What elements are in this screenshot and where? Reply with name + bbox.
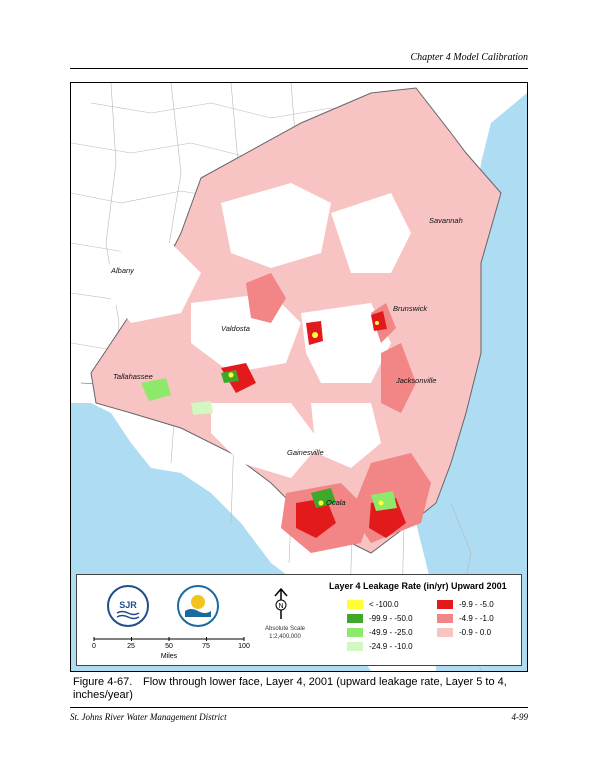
footer-organization: St. Johns River Water Management Distric… [70, 712, 227, 722]
legend-swatch [347, 627, 363, 637]
legend-label: -24.9 - -10.0 [369, 641, 413, 651]
legend-swatch [437, 613, 453, 623]
figure-caption: Figure 4-67. Flow through lower face, Lay… [73, 676, 528, 702]
city-label: Brunswick [393, 304, 428, 313]
header-rule [70, 68, 528, 69]
scale-tick: 75 [202, 643, 210, 650]
legend-label: -99.9 - -50.0 [369, 613, 413, 623]
figure-caption-text: Flow through lower face, Layer 4, 2001 (… [73, 676, 507, 701]
scale-tick: 0 [92, 643, 96, 650]
city-label: Albany [110, 266, 135, 275]
city-label: Tallahassee [113, 372, 153, 381]
scale-bar: 0 25 50 75 100 Miles [89, 635, 250, 661]
legend-item: -99.9 - -50.0 [347, 613, 413, 623]
legend-item: -49.9 - -25.0 [347, 627, 413, 637]
north-arrow-icon: N [274, 587, 288, 619]
scale-bar-line [93, 637, 245, 641]
map-frame: Savannah Albany Brunswick Valdosta Talla… [70, 82, 528, 672]
legend-swatch [347, 599, 363, 609]
legend-item: < -100.0 [347, 599, 399, 609]
city-label: Valdosta [221, 324, 250, 333]
legend-item: -4.9 - -1.0 [437, 613, 494, 623]
legend-swatch [437, 627, 453, 637]
footer-rule [70, 707, 528, 708]
leakage-map: Savannah Albany Brunswick Valdosta Talla… [71, 83, 527, 671]
north-arrow: N [269, 587, 293, 623]
scale-ratio: 1:2,400,000 [269, 634, 301, 640]
extreme-leakage-spots [228, 321, 384, 506]
legend-label: -9.9 - -5.0 [459, 599, 494, 609]
city-label: Ocala [326, 498, 346, 507]
scale-tick: 25 [127, 643, 135, 650]
legend-label: -0.9 - 0.0 [459, 627, 492, 637]
scale-label: Absolute Scale 1:2,400,000 [255, 625, 315, 641]
legend-swatch [437, 599, 453, 609]
legend-title: Layer 4 Leakage Rate (in/yr) Upward 2001 [329, 581, 507, 591]
chapter-header: Chapter 4 Model Calibration [410, 52, 529, 63]
district-logo [177, 585, 219, 627]
legend-label: -4.9 - -1.0 [459, 613, 494, 623]
north-label: N [278, 603, 283, 610]
legend-swatch [347, 641, 363, 651]
logo-text: SJR [119, 600, 137, 610]
legend-item: -9.9 - -5.0 [437, 599, 494, 609]
sjr-logo-icon: SJR [116, 600, 140, 620]
city-label: Gainesville [287, 448, 324, 457]
legend-swatch [347, 613, 363, 623]
non-leakage-areas [106, 183, 411, 478]
figure-number: Figure 4-67. [73, 676, 133, 688]
scale-units: Miles [160, 653, 178, 660]
scale-tick: 100 [238, 643, 250, 650]
scale-text: Absolute Scale [264, 626, 306, 632]
sjr-logo: SJR [107, 585, 149, 627]
legend-label: -49.9 - -25.0 [369, 627, 413, 637]
legend-item: -0.9 - 0.0 [437, 627, 491, 637]
legend-label: < -100.0 [369, 599, 399, 609]
map-legend: SJR N Absolute Scale 1:2,400,000 [76, 574, 522, 666]
district-logo-icon [185, 595, 211, 617]
page-number: 4-99 [511, 712, 529, 722]
scale-tick: 50 [165, 643, 173, 650]
legend-item: -24.9 - -10.0 [347, 641, 413, 651]
city-label: Jacksonville [395, 376, 436, 385]
city-label: Savannah [429, 216, 463, 225]
